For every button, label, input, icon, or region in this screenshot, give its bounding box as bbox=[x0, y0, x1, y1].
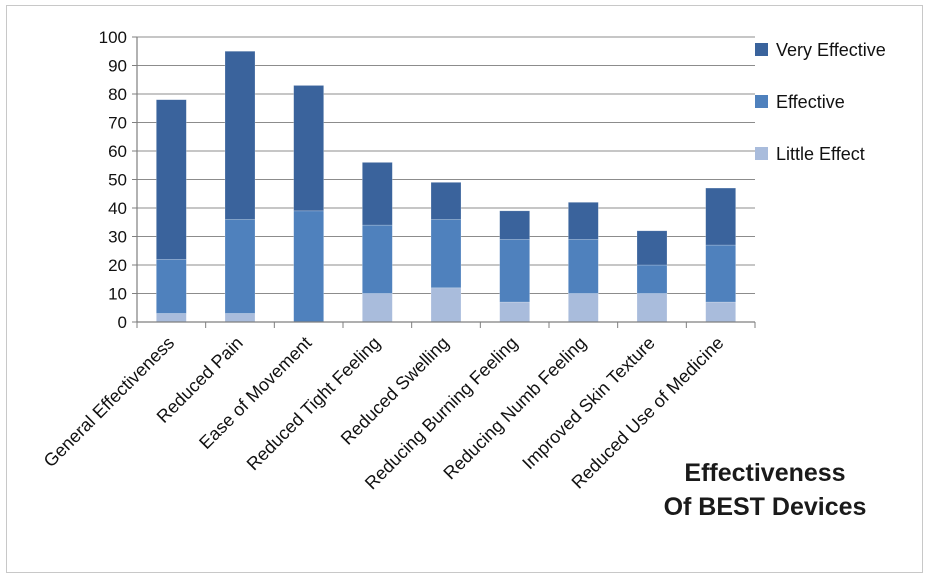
legend-swatch bbox=[755, 147, 768, 160]
bar-segment-effective bbox=[224, 219, 256, 314]
bar-segment-effective bbox=[705, 244, 736, 303]
y-tick-label: 80 bbox=[108, 85, 127, 104]
bar-segment-effective bbox=[499, 239, 530, 303]
bar-segment-very-effective bbox=[499, 210, 530, 240]
bar-segment-little-effect bbox=[636, 293, 668, 323]
bar-segment-very-effective bbox=[568, 202, 599, 240]
bar-segment-little-effect bbox=[430, 287, 462, 323]
chart-title: Effectiveness Of BEST Devices bbox=[640, 456, 890, 524]
bar-segment-effective bbox=[362, 224, 393, 294]
bar-segment-effective bbox=[293, 210, 324, 323]
bar-segment-little-effect bbox=[362, 293, 393, 323]
y-tick-label: 20 bbox=[108, 256, 127, 275]
y-tick-label: 100 bbox=[99, 28, 127, 47]
y-tick-label: 30 bbox=[108, 228, 127, 247]
bar-segment-effective bbox=[156, 258, 187, 314]
x-category-label: Reducing Numb Feeling bbox=[439, 333, 590, 484]
bar-segment-little-effect bbox=[499, 301, 530, 323]
legend-label: Effective bbox=[776, 92, 845, 112]
bar-segment-effective bbox=[430, 219, 462, 289]
x-category-label: Reduced Tight Feeling bbox=[243, 333, 385, 475]
bar-segment-very-effective bbox=[156, 99, 187, 260]
legend-swatch bbox=[755, 95, 768, 108]
x-category-label: General Effectiveness bbox=[40, 333, 178, 471]
bars bbox=[156, 50, 736, 323]
y-tick-label: 90 bbox=[108, 57, 127, 76]
y-axis-tick-labels: 0 10 20 30 40 50 60 70 80 90 100 bbox=[99, 28, 127, 332]
bar-segment-effective bbox=[568, 239, 599, 294]
bar-segment-little-effect bbox=[156, 313, 187, 323]
bar-segment-very-effective bbox=[636, 230, 668, 266]
legend-swatch bbox=[755, 43, 768, 56]
bar-segment-little-effect bbox=[568, 293, 599, 323]
chart-title-line-1: Effectiveness bbox=[684, 459, 846, 487]
y-tick-label: 60 bbox=[108, 142, 127, 161]
y-tick-label: 70 bbox=[108, 114, 127, 133]
bar-segment-effective bbox=[636, 264, 668, 294]
bar-segment-very-effective bbox=[705, 187, 736, 246]
chart-title-line-2: Of BEST Devices bbox=[663, 493, 867, 521]
bar-segment-little-effect bbox=[705, 301, 736, 323]
legend: Very Effective Effective Little Effect bbox=[755, 40, 886, 164]
y-tick-label: 10 bbox=[108, 285, 127, 304]
bar-segment-very-effective bbox=[362, 162, 393, 226]
bar-segment-very-effective bbox=[224, 50, 256, 220]
bar-segment-very-effective bbox=[430, 182, 462, 220]
y-tick-label: 50 bbox=[108, 171, 127, 190]
bar-segment-little-effect bbox=[224, 313, 256, 323]
axes bbox=[132, 36, 756, 328]
x-category-label: Improved Skin Texture bbox=[518, 333, 659, 474]
legend-label: Little Effect bbox=[776, 144, 865, 164]
y-tick-label: 40 bbox=[108, 199, 127, 218]
bar-segment-very-effective bbox=[293, 85, 324, 212]
y-tick-label: 0 bbox=[118, 313, 127, 332]
legend-label: Very Effective bbox=[776, 40, 886, 60]
